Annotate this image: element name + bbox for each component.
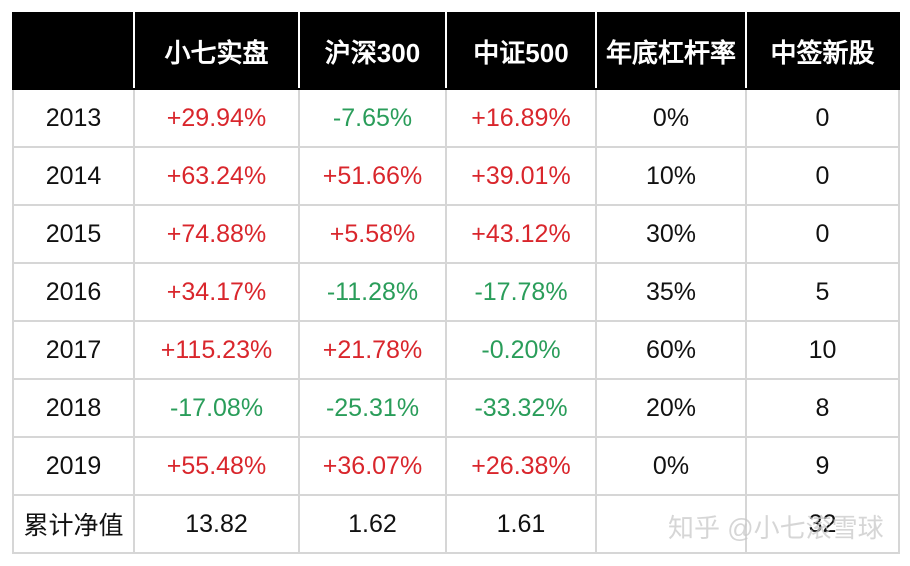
cell: 8 xyxy=(745,378,900,438)
cell: 0% xyxy=(595,88,747,148)
table-row: 2019 +55.48% +36.07% +26.38% 0% 9 xyxy=(12,436,900,496)
header-cell: 小七实盘 xyxy=(133,12,300,90)
cell: 9 xyxy=(745,436,900,496)
cell: +36.07% xyxy=(298,436,447,496)
cell: +21.78% xyxy=(298,320,447,380)
cell: 1.61 xyxy=(445,494,597,554)
row-label: 2015 xyxy=(12,204,135,264)
cell: 10% xyxy=(595,146,747,206)
cell: 1.62 xyxy=(298,494,447,554)
cell: -17.08% xyxy=(133,378,300,438)
table-body: 2013 +29.94% -7.65% +16.89% 0% 0 2014 +63.24% +5… xyxy=(12,88,900,554)
cell: 0 xyxy=(745,88,900,148)
cell: 0 xyxy=(745,146,900,206)
cell: +39.01% xyxy=(445,146,597,206)
table-row: 2016 +34.17% -11.28% -17.78% 35% 5 xyxy=(12,262,900,322)
cell: 60% xyxy=(595,320,747,380)
header-cell: 中签新股 xyxy=(745,12,900,90)
cell: 5 xyxy=(745,262,900,322)
cell: +26.38% xyxy=(445,436,597,496)
table-row: 累计净值 13.82 1.62 1.61 32 xyxy=(12,494,900,554)
cell: 0 xyxy=(745,204,900,264)
table-row: 2014 +63.24% +51.66% +39.01% 10% 0 xyxy=(12,146,900,206)
cell: +5.58% xyxy=(298,204,447,264)
cell: -11.28% xyxy=(298,262,447,322)
cell: +29.94% xyxy=(133,88,300,148)
table-row: 2013 +29.94% -7.65% +16.89% 0% 0 xyxy=(12,88,900,148)
cell: -33.32% xyxy=(445,378,597,438)
row-label: 2017 xyxy=(12,320,135,380)
cell: 20% xyxy=(595,378,747,438)
row-label: 2016 xyxy=(12,262,135,322)
cell: +55.48% xyxy=(133,436,300,496)
cell: -0.20% xyxy=(445,320,597,380)
header-cell: 中证500 xyxy=(445,12,597,90)
cell: +34.17% xyxy=(133,262,300,322)
table-row: 2018 -17.08% -25.31% -33.32% 20% 8 xyxy=(12,378,900,438)
header-row: 小七实盘 沪深300 中证500 年底杠杆率 中签新股 xyxy=(12,12,900,90)
cell: +51.66% xyxy=(298,146,447,206)
cell: 35% xyxy=(595,262,747,322)
row-label: 累计净值 xyxy=(12,494,135,554)
cell: +115.23% xyxy=(133,320,300,380)
cell: 10 xyxy=(745,320,900,380)
row-label: 2018 xyxy=(12,378,135,438)
cell: +43.12% xyxy=(445,204,597,264)
returns-table: 小七实盘 沪深300 中证500 年底杠杆率 中签新股 2013 +29.94% -7.65… xyxy=(12,12,900,554)
cell: 0% xyxy=(595,436,747,496)
cell: 32 xyxy=(745,494,900,554)
watermark: 知乎 @小七滚雪球 xyxy=(668,513,884,543)
row-label: 2013 xyxy=(12,88,135,148)
cell: -7.65% xyxy=(298,88,447,148)
row-label: 2019 xyxy=(12,436,135,496)
cell xyxy=(595,494,747,554)
cell: +74.88% xyxy=(133,204,300,264)
cell: -25.31% xyxy=(298,378,447,438)
cell: 30% xyxy=(595,204,747,264)
row-label: 2014 xyxy=(12,146,135,206)
table-row: 2015 +74.88% +5.58% +43.12% 30% 0 xyxy=(12,204,900,264)
cell: +63.24% xyxy=(133,146,300,206)
header-cell: 沪深300 xyxy=(298,12,447,90)
header-cell: 年底杠杆率 xyxy=(595,12,747,90)
cell: -17.78% xyxy=(445,262,597,322)
cell: 13.82 xyxy=(133,494,300,554)
header-corner xyxy=(12,12,135,90)
table-row: 2017 +115.23% +21.78% -0.20% 60% 10 xyxy=(12,320,900,380)
cell: +16.89% xyxy=(445,88,597,148)
